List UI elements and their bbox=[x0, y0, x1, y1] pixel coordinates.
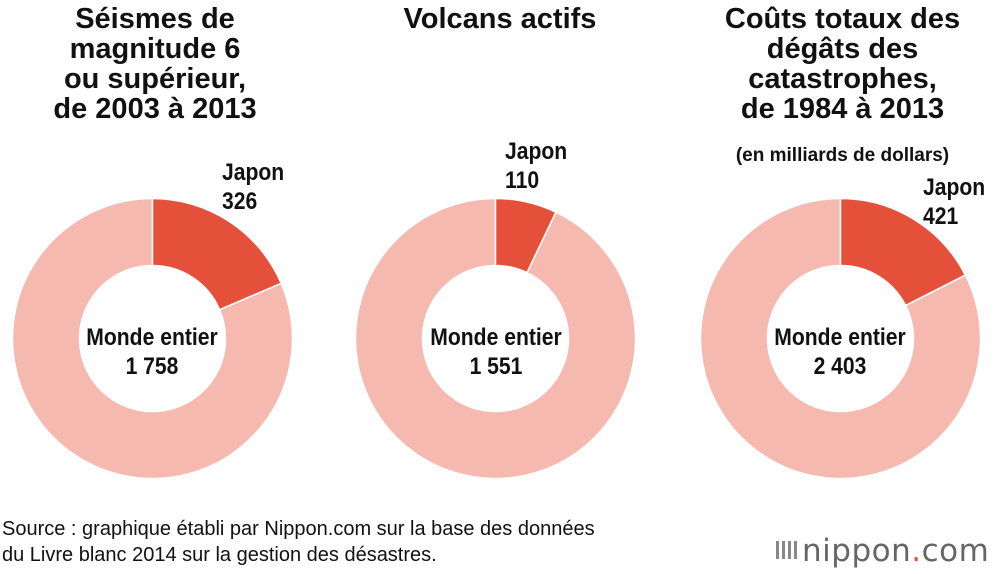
chart-3-subtitle: (en milliards de dollars) bbox=[735, 145, 950, 166]
logo-suffix: com bbox=[921, 533, 990, 569]
chart-3-world-label: Monde entier 2 403 bbox=[752, 323, 928, 381]
donut-slice-rest-of-world bbox=[354, 197, 637, 480]
chart-3-title: Coûts totaux des dégâts des catastrophes… bbox=[724, 3, 961, 125]
source-line-2: du Livre blanc 2014 sur la gestion des d… bbox=[2, 544, 437, 566]
chart-3-japan-value: 421 bbox=[923, 203, 959, 230]
chart-1-title: Séismes de magnitude 6 ou supérieur, de … bbox=[53, 3, 257, 125]
logo-dot: . bbox=[911, 533, 922, 569]
chart-2-title: Volcans actifs bbox=[403, 3, 597, 35]
chart-2-donut bbox=[354, 197, 637, 480]
chart-1-japan-label: Japon 326 bbox=[222, 158, 284, 216]
chart-1-donut bbox=[11, 197, 294, 480]
chart-3-world-value: 2 403 bbox=[813, 353, 867, 380]
chart-1-japan-value: 326 bbox=[222, 188, 258, 215]
source-note: Source : graphique établi par Nippon.com… bbox=[2, 516, 595, 568]
source-line-1: Source : graphique établi par Nippon.com… bbox=[2, 518, 595, 540]
logo-name: nippon bbox=[802, 533, 912, 569]
chart-3-japan-label: Japon 421 bbox=[923, 173, 985, 231]
chart-2-world-label: Monde entier 1 551 bbox=[408, 323, 584, 381]
chart-1-world-value: 1 758 bbox=[125, 353, 179, 380]
nippon-logo: nippon.com bbox=[776, 533, 989, 569]
chart-1-world-label: Monde entier 1 758 bbox=[64, 323, 240, 381]
chart-1-japan-name: Japon bbox=[222, 159, 285, 186]
chart-2-japan-label: Japon 110 bbox=[505, 137, 567, 195]
donut-slice-rest-of-world bbox=[11, 197, 294, 480]
chart-1-world-name: Monde entier bbox=[86, 324, 218, 351]
chart-2-japan-value: 110 bbox=[505, 167, 540, 194]
chart-3-donut bbox=[699, 197, 982, 480]
chart-3-japan-name: Japon bbox=[923, 174, 986, 201]
donut-slice-japan bbox=[839, 197, 967, 307]
donut-slice-rest-of-world bbox=[699, 197, 982, 480]
logo-bars-icon bbox=[776, 541, 798, 559]
donut-slice-japan bbox=[494, 197, 557, 274]
chart-2-world-value: 1 551 bbox=[469, 353, 523, 380]
donut-slice-japan bbox=[151, 197, 283, 311]
chart-3-world-name: Monde entier bbox=[774, 324, 906, 351]
chart-2-japan-name: Japon bbox=[505, 138, 568, 165]
chart-2-world-name: Monde entier bbox=[430, 324, 562, 351]
